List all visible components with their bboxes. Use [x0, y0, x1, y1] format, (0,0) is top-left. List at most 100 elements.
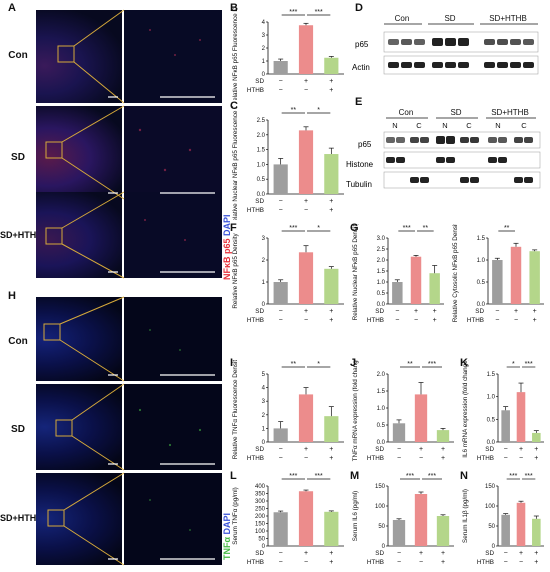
- chart-m-cond-1-0: −: [397, 559, 401, 566]
- chart-g2-bar-2: [529, 251, 540, 304]
- chart-i-ytick-label: 5: [262, 372, 266, 378]
- chart-m-cond-label-1: HTHB: [367, 559, 384, 566]
- chart-j-bar-2: [436, 430, 450, 442]
- chart-n-sig-label-1: ***: [525, 473, 533, 480]
- chart-m-cond-0-1: +: [419, 550, 423, 557]
- chart-i-sig-label-0: **: [291, 361, 297, 368]
- chart-j-cond-label-1: HTHB: [367, 455, 384, 462]
- chart-g-bar-2: [429, 273, 440, 304]
- chart-g-cond-0-2: +: [433, 308, 437, 315]
- chart-i-cond-1-0: −: [279, 455, 283, 462]
- chart-m-cond-1-1: −: [419, 559, 423, 566]
- chart-c-sig-label-1: *: [317, 107, 320, 114]
- chart-g2-cond-0-2: +: [533, 308, 537, 315]
- micrograph-sd-zoom: [124, 106, 222, 199]
- chart-g-ytick-label: 3.0: [377, 236, 386, 242]
- chart-j-ylabel: TNFα mRNA expression (fold change): [352, 360, 359, 461]
- row-label-con-h: Con: [8, 336, 28, 347]
- chart-g-sig-label-1: **: [423, 225, 429, 232]
- panel-label-a: A: [8, 2, 16, 14]
- wb-e-sub-c-sd: C: [466, 121, 472, 130]
- chart-b-cond-1-0: −: [279, 87, 283, 94]
- chart-n-cond-label-0: SD: [485, 550, 494, 557]
- chart-f-cond-0-1: +: [304, 308, 308, 315]
- chart-l-ytick-label: 400: [255, 484, 266, 490]
- chart-l-ytick-label: 300: [255, 499, 266, 505]
- chart-j-sig-label-1: ***: [428, 361, 436, 368]
- chart-k-cond-0-2: +: [534, 446, 538, 453]
- chart-g2-ytick-label: 0.0: [477, 302, 486, 308]
- chart-f-cond-0-0: −: [279, 308, 283, 315]
- chart-b-cond-0-1: +: [304, 78, 308, 85]
- chart-c-cond-1-1: −: [304, 207, 308, 214]
- chart-g2-cond-label-1: HTHB: [467, 317, 484, 324]
- chart-i-cond-0-0: −: [279, 446, 283, 453]
- chart-c: Relative Nuclear NFκB p65 Fluorescence D…: [232, 106, 344, 220]
- chart-l-ytick-label: 0: [262, 544, 266, 550]
- chart-l-cond-1-1: −: [304, 559, 308, 566]
- chart-b-sig-label-1: ***: [315, 9, 323, 16]
- chart-n-ylabel: Serum IL1β (pg/ml): [462, 489, 469, 543]
- chart-b-bar-2: [324, 57, 339, 74]
- chart-g2-cond-1-0: −: [495, 317, 499, 324]
- chart-i-cond-label-0: SD: [255, 446, 264, 453]
- chart-k-cond-1-0: −: [504, 455, 508, 462]
- chart-f-sig-label-1: *: [317, 225, 320, 232]
- chart-c-ytick-label: 0.5: [257, 177, 266, 183]
- chart-j-ytick-label: 0.0: [377, 440, 386, 446]
- chart-g-cond-1-0: −: [395, 317, 399, 324]
- roi-box-con: [57, 45, 75, 63]
- wb-e-sub-n-sdhthb: N: [495, 121, 500, 130]
- chart-i-bar-1: [298, 394, 314, 442]
- chart-f-cond-label-1: HTHB: [247, 317, 264, 324]
- wb-d-group-sdhthb: SD+HTHB: [489, 14, 527, 23]
- chart-k-bar-2: [532, 432, 541, 442]
- chart-f-ytick-label: 1: [262, 280, 266, 286]
- chart-f-cond-1-2: +: [329, 317, 333, 324]
- chart-b-cond-label-1: HTHB: [247, 87, 264, 94]
- wb-e-label-histone: Histone: [346, 160, 374, 169]
- chart-g2-bar-0: [492, 260, 503, 304]
- chart-i-cond-label-1: HTHB: [247, 455, 264, 462]
- chart-c-ytick-label: 2.0: [257, 133, 266, 139]
- chart-j-cond-1-2: +: [441, 455, 445, 462]
- chart-m-sig-label-0: ***: [406, 473, 414, 480]
- panel-label-m: M: [350, 470, 360, 482]
- chart-j-cond-label-0: SD: [375, 446, 384, 453]
- chart-i-ytick-label: 2: [262, 413, 266, 419]
- chart-f-bar-1: [298, 252, 314, 304]
- chart-f-ylabel: Relative NFκB p65 Density: [232, 233, 239, 309]
- chart-n-cond-1-0: −: [504, 559, 508, 566]
- chart-l-cond-0-1: +: [304, 550, 308, 557]
- chart-g-cond-label-0: SD: [375, 308, 384, 315]
- micrograph-sdhthb-zoom: [124, 192, 222, 278]
- chart-n-cond-1-2: +: [534, 559, 538, 566]
- row-label-con-a: Con: [8, 50, 28, 61]
- chart-m-cond-0-2: +: [441, 550, 445, 557]
- chart-n-ytick-label: 50: [488, 524, 495, 530]
- micrograph-h-con-overview: [36, 297, 122, 381]
- chart-c-cond-0-2: +: [329, 198, 333, 205]
- panel-label-j: J: [350, 357, 357, 369]
- micrograph-h-sd-zoom: [124, 384, 222, 470]
- wb-e-p65-bands: [386, 136, 533, 144]
- chart-m-ytick-label: 100: [375, 504, 386, 510]
- chart-k-cond-0-0: −: [504, 446, 508, 453]
- wb-e-histone-bands: [386, 157, 507, 163]
- chart-g-bar-1: [410, 256, 422, 304]
- chart-n-cond-label-1: HTHB: [477, 559, 494, 566]
- chart-g-cond-0-0: −: [395, 308, 399, 315]
- chart-c-cond-0-1: +: [304, 198, 308, 205]
- chart-c-sig-label-0: **: [291, 107, 297, 114]
- wb-d-p65-bands: [388, 38, 534, 46]
- chart-m-ytick-label: 0: [382, 544, 386, 550]
- chart-l-ytick-label: 150: [255, 522, 266, 528]
- wb-e-group-sdhthb: SD+HTHB: [491, 108, 529, 117]
- panel-label-b: B: [230, 2, 238, 14]
- wb-d-group-sd: SD: [444, 14, 455, 23]
- chart-b-ytick-label: 2: [262, 46, 266, 52]
- wb-e-label-tubulin: Tubulin: [346, 180, 372, 189]
- wb-d-label-actin: Actin: [352, 63, 370, 72]
- chart-j-cond-0-1: +: [419, 446, 423, 453]
